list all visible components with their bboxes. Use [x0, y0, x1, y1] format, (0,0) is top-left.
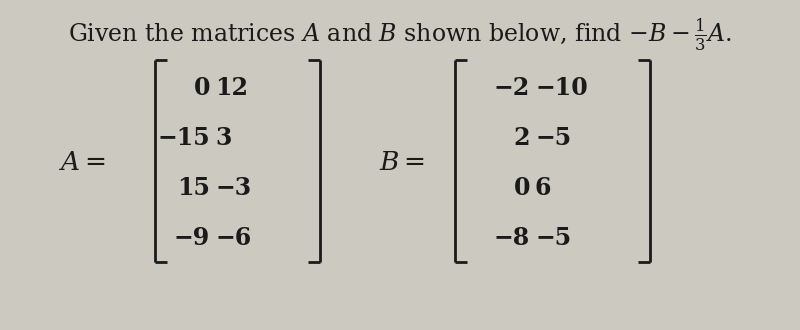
Text: −15: −15 [158, 126, 210, 150]
Text: 0: 0 [514, 176, 530, 200]
Text: −10: −10 [535, 76, 588, 100]
Text: 12: 12 [215, 76, 248, 100]
Text: −5: −5 [535, 226, 571, 250]
Text: −2: −2 [494, 76, 530, 100]
Text: $\mathit{B} =$: $\mathit{B} =$ [379, 150, 425, 176]
Text: −5: −5 [535, 126, 571, 150]
Text: 2: 2 [514, 126, 530, 150]
Text: −6: −6 [215, 226, 251, 250]
Text: $\mathit{A} =$: $\mathit{A} =$ [58, 150, 105, 176]
Text: 6: 6 [535, 176, 551, 200]
Text: Given the matrices $\mathit{A}$ and $\mathit{B}$ shown below, find $-\mathit{B} : Given the matrices $\mathit{A}$ and $\ma… [68, 16, 732, 54]
Text: −9: −9 [174, 226, 210, 250]
Text: 15: 15 [177, 176, 210, 200]
Text: 0: 0 [194, 76, 210, 100]
Text: −3: −3 [215, 176, 251, 200]
Text: 3: 3 [215, 126, 231, 150]
Text: −8: −8 [494, 226, 530, 250]
